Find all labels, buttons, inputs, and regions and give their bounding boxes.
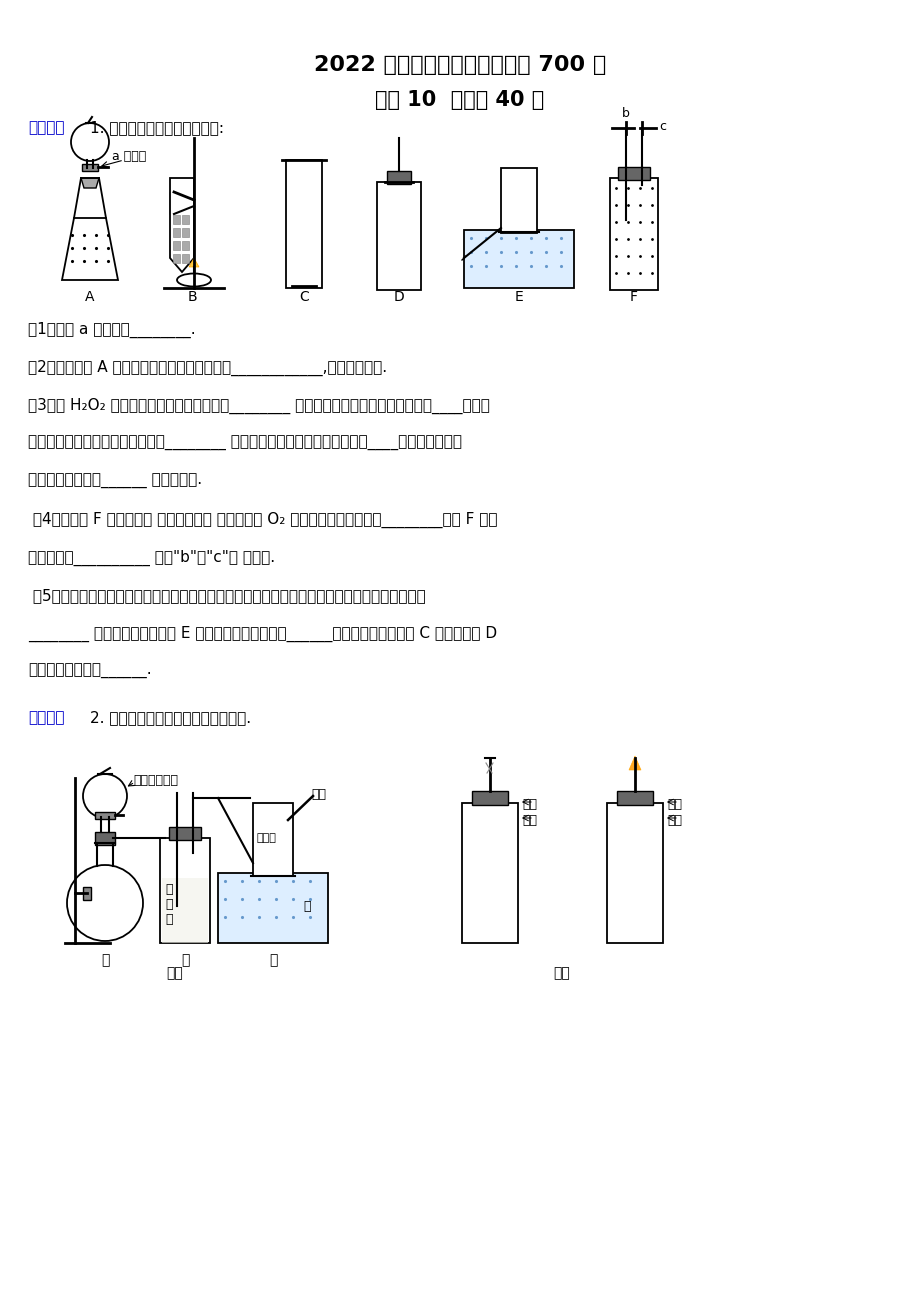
Text: 1. 根据如图实验装置，请回答:: 1. 根据如图实验装置，请回答:: [90, 120, 223, 135]
Bar: [170, 191, 180, 214]
Text: D: D: [393, 290, 404, 303]
Text: （5）实验室里，常用加热无水醋酸钠和碱石灰固体混合物的方法，制备甲烷．选择的发生装置为: （5）实验室里，常用加热无水醋酸钠和碱石灰固体混合物的方法，制备甲烷．选择的发生…: [28, 589, 425, 603]
Text: 浓
硫
酸: 浓 硫 酸: [165, 883, 173, 926]
Text: a 止水夹: a 止水夹: [112, 150, 146, 163]
Polygon shape: [81, 178, 99, 187]
Circle shape: [67, 865, 142, 941]
Text: 体应从导管__________ （填"b"或"c"） 端通入.: 体应从导管__________ （填"b"或"c"） 端通入.: [28, 549, 275, 566]
Polygon shape: [62, 217, 118, 280]
Text: 2. 氧气是重要的资源，回答下列问题.: 2. 氧气是重要的资源，回答下列问题.: [90, 710, 251, 725]
Text: 收集甲烷，原因是______.: 收集甲烷，原因是______.: [28, 664, 152, 680]
Text: 铁丝: 铁丝: [311, 788, 325, 801]
Polygon shape: [188, 258, 199, 267]
Text: F: F: [630, 290, 637, 303]
Text: 图二: 图二: [553, 966, 570, 980]
Text: （3）用 H₂O₂ 制取氧气，选择的发生装置为________ （填字母），反应的化学方程式为____；用氯: （3）用 H₂O₂ 制取氧气，选择的发生装置为________ （填字母），反应…: [28, 398, 489, 414]
Text: 木炭: 木炭: [521, 814, 537, 827]
Bar: [501, 168, 537, 233]
Text: C: C: [299, 290, 309, 303]
Bar: [377, 182, 421, 290]
Text: 空气: 空气: [521, 798, 537, 811]
Bar: [173, 215, 180, 224]
Bar: [387, 171, 411, 184]
Text: 甲: 甲: [101, 953, 109, 967]
Bar: [173, 228, 180, 237]
Bar: [173, 241, 180, 250]
Text: 氧气: 氧气: [666, 798, 681, 811]
Bar: [182, 228, 188, 237]
Circle shape: [71, 122, 108, 161]
Bar: [83, 887, 91, 900]
Bar: [160, 838, 210, 943]
Text: ________ （填字母），用装置 E 收集甲烷，利用了甲烷______的物理性质；用装置 C 而不用装置 D: ________ （填字母），用装置 E 收集甲烷，利用了甲烷______的物理…: [28, 626, 496, 642]
Bar: [471, 792, 507, 805]
Text: （1）仪器 a 的名称是________.: （1）仪器 a 的名称是________.: [28, 322, 196, 339]
Text: 净的氧气应用装置______ （填字母）.: 净的氧气应用装置______ （填字母）.: [28, 474, 202, 490]
Bar: [218, 874, 328, 943]
Bar: [609, 178, 657, 290]
Polygon shape: [170, 178, 194, 272]
Bar: [182, 215, 188, 224]
Bar: [253, 803, 292, 876]
Text: 专练 10  实验题 40 题: 专练 10 实验题 40 题: [375, 90, 544, 109]
Text: b: b: [621, 107, 630, 120]
Bar: [182, 241, 188, 250]
Bar: [173, 254, 180, 263]
Bar: [607, 803, 663, 943]
Bar: [95, 832, 115, 845]
Bar: [95, 812, 115, 819]
Text: 丙: 丙: [268, 953, 277, 967]
Text: 过氧化氢溶液: 过氧化氢溶液: [133, 773, 177, 786]
Bar: [463, 230, 573, 288]
Text: （2）检查装置 A 气密性的方法是夹紧止水夹，____________,则气密性良好.: （2）检查装置 A 气密性的方法是夹紧止水夹，____________,则气密性…: [28, 359, 387, 376]
Text: 图一: 图一: [166, 966, 183, 980]
Bar: [617, 792, 652, 805]
Bar: [618, 167, 650, 180]
Bar: [182, 254, 188, 263]
Text: 水: 水: [302, 900, 311, 913]
Text: 乙: 乙: [181, 953, 189, 967]
Ellipse shape: [176, 273, 210, 286]
Text: B: B: [187, 290, 197, 303]
Text: 木炭: 木炭: [666, 814, 681, 827]
Bar: [82, 164, 98, 171]
Text: （重点）: （重点）: [28, 710, 64, 725]
Bar: [286, 160, 322, 288]
Text: （4）用装置 F 和另一仪器 （除导管外） 收集并测量 O₂ 体积，另一仪器名称为________，在 F 中气: （4）用装置 F 和另一仪器 （除导管外） 收集并测量 O₂ 体积，另一仪器名称…: [28, 512, 497, 529]
Text: c: c: [658, 120, 665, 133]
Polygon shape: [629, 756, 641, 769]
Bar: [162, 878, 208, 943]
Text: 塑料瓶: 塑料瓶: [256, 833, 277, 842]
Circle shape: [83, 773, 127, 818]
Bar: [461, 803, 517, 943]
Text: A: A: [85, 290, 95, 303]
Text: 2022 中考化学总复习考点必杀 700 题: 2022 中考化学总复习考点必杀 700 题: [313, 55, 606, 76]
Text: E: E: [514, 290, 523, 303]
Bar: [169, 827, 200, 840]
Text: 酸钾制取氧气，选择的发生装置为________ （填字母），反应的化学方程式为____；若想收集较纯: 酸钾制取氧气，选择的发生装置为________ （填字母），反应的化学方程式为_…: [28, 436, 461, 450]
Text: （重点）: （重点）: [28, 120, 64, 135]
